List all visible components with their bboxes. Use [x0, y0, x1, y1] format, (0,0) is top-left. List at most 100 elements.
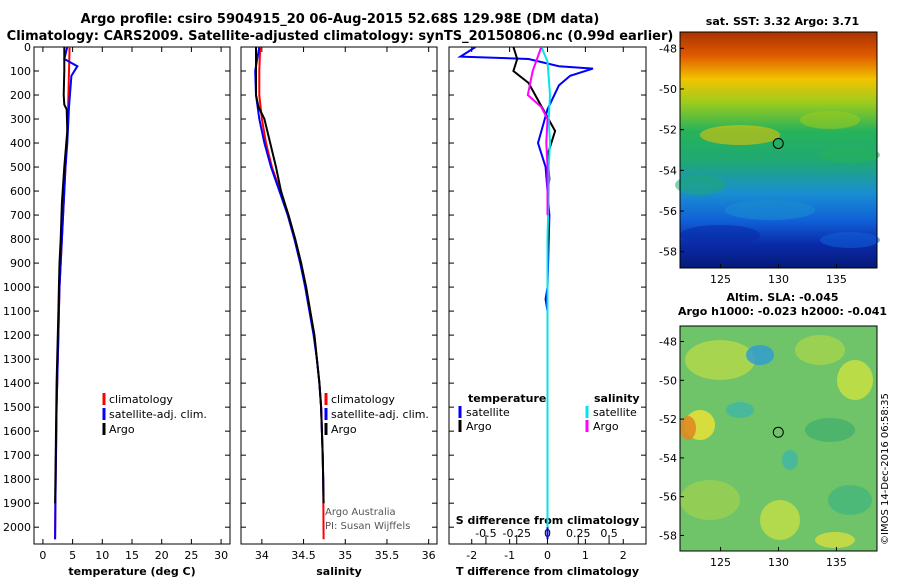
panel-temperature: 0100200300400500600700800900100011001200…	[3, 41, 231, 578]
sst-lon-tick-label: 125	[710, 273, 731, 286]
temperature-legend-label: climatology	[109, 393, 173, 406]
sst-lat-tick-label: -50	[659, 83, 677, 96]
temperature-series-group	[54, 47, 79, 540]
depth-tick-label: 1000	[3, 281, 31, 294]
sst-lat-tick-label: -58	[659, 246, 677, 259]
depth-tick-label: 100	[10, 65, 31, 78]
temperature-xtick-label: 25	[184, 549, 198, 562]
panel-difference: -2 -1 0 1 2 T difference from climatology -0.5…	[448, 46, 647, 578]
temperature-xtick-label: 15	[125, 549, 139, 562]
salinity-xtick-label: 35.5	[375, 549, 400, 562]
diff-legend-label: Argo	[593, 420, 619, 433]
salinity-legend-label: satellite-adj. clim.	[331, 408, 429, 421]
temperature-xtick-label: 30	[214, 549, 228, 562]
depth-tick-label: 1700	[3, 449, 31, 462]
sst-lat-tick-label: -48	[659, 42, 677, 55]
difference-series-t-satellite	[457, 47, 594, 540]
sla-lon-tick-label: 125	[710, 556, 731, 569]
difference-series-s-satellite	[540, 47, 552, 528]
difference-xtick-label: 2	[620, 549, 627, 562]
panel-salinity: 34 34.5 35 35.5 36 salinity	[240, 46, 438, 578]
credit-note-line2: PI: Susan Wijffels	[325, 521, 410, 532]
sla-lat-tick-label: -48	[659, 336, 677, 349]
salinity-series-climatology	[258, 47, 325, 540]
depth-tick-label: 300	[10, 113, 31, 126]
sla-map-title-line1: Altim. SLA: -0.045	[726, 291, 839, 304]
depth-tick-label: 1200	[3, 329, 31, 342]
sst-lon-tick-label: 135	[826, 273, 847, 286]
sla-map-texture	[680, 335, 873, 548]
plot-title-line1: Argo profile: csiro 5904915_20 06-Aug-20…	[80, 12, 600, 27]
temperature-xtick-label: 0	[39, 549, 46, 562]
depth-tick-label: 2000	[3, 521, 31, 534]
temperature-xlabel: temperature (deg C)	[68, 565, 195, 578]
depth-tick-label: 1500	[3, 401, 31, 414]
salinity-series-argo	[255, 47, 325, 504]
depth-tick-label: 200	[10, 89, 31, 102]
temperature-xtick-label: 20	[155, 549, 169, 562]
sla-lat-tick-label: -50	[659, 374, 677, 387]
depth-tick-label: 1600	[3, 425, 31, 438]
sla-lat-tick-label: -54	[659, 452, 677, 465]
salinity-xtick-label: 34.5	[291, 549, 316, 562]
salinity-xlabel: salinity	[316, 565, 362, 578]
temperature-legend-label: Argo	[109, 423, 135, 436]
sst-lat-tick-label: -54	[659, 164, 677, 177]
difference-xtick-label: 1	[582, 549, 589, 562]
depth-tick-label: 1100	[3, 305, 31, 318]
sla-lat-tick-label: -52	[659, 413, 677, 426]
diff-legend-label: Argo	[466, 420, 492, 433]
sdiff-tick-label: -0.25	[502, 527, 530, 540]
sdiff-tick-label: -0.5	[475, 527, 496, 540]
depth-tick-label: 600	[10, 185, 31, 198]
sla-lon-tick-label: 135	[826, 556, 847, 569]
sst-lon-tick-label: 130	[768, 273, 789, 286]
depth-tick-label: 500	[10, 161, 31, 174]
temperature-frame	[33, 46, 231, 545]
salinity-series-group	[254, 47, 325, 540]
depth-tick-label: 1800	[3, 473, 31, 486]
sdiff-tick-label: 0.5	[600, 527, 618, 540]
depth-tick-label: 1300	[3, 353, 31, 366]
sla-lat-tick-label: -56	[659, 491, 677, 504]
temperature-legend-label: satellite-adj. clim.	[109, 408, 207, 421]
depth-tick-label: 400	[10, 137, 31, 150]
depth-tick-label: 1900	[3, 497, 31, 510]
salinity-xtick-label: 36	[422, 549, 436, 562]
legend-title-temperature: temperature	[468, 392, 546, 405]
difference-series-s-argo	[526, 47, 549, 216]
legend-title-salinity: salinity	[594, 392, 640, 405]
diff-legend-label: satellite	[466, 406, 510, 419]
difference-series-group	[457, 47, 594, 540]
depth-tick-label: 1400	[3, 377, 31, 390]
sdiff-tick-label: 0.25	[566, 527, 591, 540]
difference-xlabel: T difference from climatology	[456, 565, 639, 578]
difference-xtick-label: 0	[544, 549, 551, 562]
credit-note-line1: Argo Australia	[325, 507, 396, 518]
salinity-xtick-label: 35	[338, 549, 352, 562]
temperature-xtick-label: 10	[95, 549, 109, 562]
salinity-series-satellite-adj-clim-	[254, 47, 325, 504]
sst-map-title: sat. SST: 3.32 Argo: 3.71	[705, 15, 860, 28]
difference-xtick-label: -2	[466, 549, 477, 562]
sst-lat-tick-label: -56	[659, 205, 677, 218]
salinity-frame	[240, 46, 438, 545]
sla-float-position-marker	[772, 426, 784, 438]
sst-float-position-marker	[772, 137, 784, 149]
diff-legend-label: satellite	[593, 406, 637, 419]
plot-title-line2: Climatology: CARS2009. Satellite-adjuste…	[6, 29, 674, 44]
depth-tick-label: 700	[10, 209, 31, 222]
sst-lat-tick-label: -52	[659, 124, 677, 137]
timestamp-stamp: ©IMOS 14-Dec-2016 06:58:35	[880, 393, 891, 545]
temperature-series-argo	[54, 47, 69, 504]
depth-tick-label: 800	[10, 233, 31, 246]
sla-map-title-line2: Argo h1000: -0.023 h2000: -0.041	[677, 305, 888, 318]
salinity-legend-label: climatology	[331, 393, 395, 406]
salinity-legend-label: Argo	[331, 423, 357, 436]
difference-xtick-label: -1	[504, 549, 515, 562]
salinity-xtick-label: 34	[255, 549, 269, 562]
sst-map-texture	[675, 111, 880, 248]
sla-lat-tick-label: -58	[659, 529, 677, 542]
depth-tick-label: 0	[24, 41, 31, 54]
